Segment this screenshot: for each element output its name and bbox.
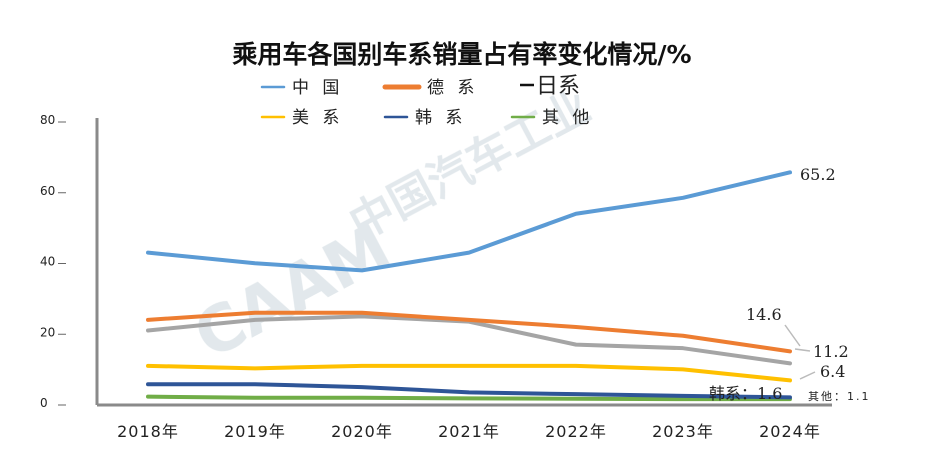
x-tick-label: 2018年 — [117, 422, 179, 441]
data-label-other: 其他：1.1 — [808, 390, 871, 403]
x-tick-label: 2022年 — [545, 422, 607, 441]
credit-text: 搜狐号@电动汽车观察家 — [710, 445, 909, 467]
x-tick-label: 2019年 — [224, 422, 286, 441]
legend-label-5: 其 他 — [542, 108, 593, 128]
data-label-korea: 韩系：1.6 — [709, 384, 782, 403]
x-tick-label: 2020年 — [331, 422, 393, 441]
y-tick-label: 60 — [40, 184, 55, 198]
legend-label-0: 中 国 — [292, 78, 343, 98]
series-line-1 — [146, 310, 792, 354]
series-line-0 — [146, 170, 792, 273]
x-tick-label: 2023年 — [652, 422, 714, 441]
label-connector-us — [799, 371, 816, 380]
label-connector-japan — [794, 348, 811, 352]
data-label-german: 14.6 — [746, 305, 782, 324]
y-ticks: 0 20 40 60 80 — [40, 113, 66, 410]
legend-label-4: 韩 系 — [415, 108, 466, 128]
x-ticks: 2018年 2019年 2020年 2021年 2022年 2023年 2024年 — [117, 422, 821, 441]
series-line-4 — [146, 382, 792, 400]
x-tick-label: 2024年 — [759, 422, 821, 441]
watermark-logo: CAAM — [183, 210, 403, 374]
y-tick-label: 40 — [40, 255, 55, 269]
chart-title: 乘用车各国别车系销量占有率变化情况/% — [232, 40, 691, 69]
y-tick-label: 20 — [40, 325, 55, 339]
series-line-5 — [146, 394, 792, 402]
data-label-us: 6.4 — [820, 362, 845, 381]
legend-label-3: 美 系 — [292, 108, 343, 128]
watermark-text: 中国汽车工业 — [341, 81, 598, 250]
data-label-china: 65.2 — [800, 165, 836, 184]
legend: 中 国 德 系 日系美 系 韩 系 其 他 — [260, 74, 593, 128]
y-tick-label: 80 — [40, 113, 55, 127]
label-connector-german — [784, 324, 801, 347]
legend-label-2: 日系 — [536, 74, 580, 99]
x-tick-label: 2021年 — [438, 422, 500, 441]
series-lines — [146, 170, 816, 402]
legend-label-1: 德 系 — [427, 78, 478, 98]
series-line-3 — [146, 363, 792, 383]
data-label-japan: 11.2 — [813, 342, 849, 361]
y-tick-label: 0 — [40, 396, 48, 410]
